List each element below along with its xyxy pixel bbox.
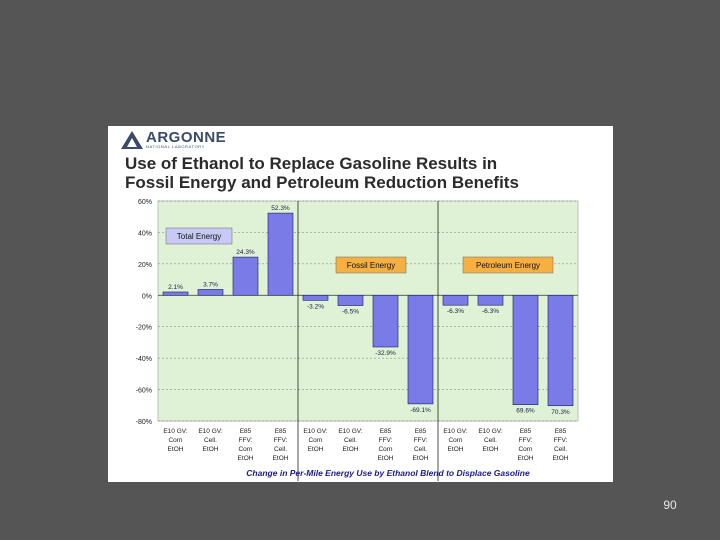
logo-subtext: NATIONAL LABORATORY: [146, 144, 205, 149]
x-category-label: EtOH: [518, 455, 534, 462]
x-category-label: E10 GV:: [443, 428, 468, 435]
x-category-label: EtOH: [273, 455, 289, 462]
x-category-label: EtOH: [378, 455, 394, 462]
x-category-label: E10 GV:: [198, 428, 223, 435]
x-category-label: Corn: [448, 437, 462, 444]
x-category-label: Corn: [378, 446, 392, 453]
data-label: 24.3%: [236, 249, 255, 256]
legend-petroleum-energy-box: [462, 256, 554, 274]
bar: [372, 294, 399, 348]
data-label: -6.3%: [482, 308, 499, 315]
data-label: 2.1%: [168, 284, 183, 291]
data-label: 3.7%: [203, 281, 218, 288]
title-line-2: Fossil Energy and Petroleum Reduction Be…: [125, 173, 519, 192]
y-tick-label: 40%: [138, 230, 152, 237]
data-label: -32.9%: [375, 350, 396, 357]
data-label: 69.6%: [516, 408, 535, 415]
bar: [547, 294, 574, 407]
x-category-label: E10 GV:: [303, 428, 328, 435]
legend-fossil-energy-label: Fossil Energy: [347, 261, 395, 270]
legend-petroleum-energy-label: Petroleum Energy: [476, 261, 540, 270]
x-category-label: EtOH: [203, 446, 219, 453]
bar: [197, 289, 224, 296]
x-axis-label: Change in Per-Mile Energy Use by Ethanol…: [246, 468, 530, 478]
x-category-label: Cell.: [484, 437, 497, 444]
data-label: -6.5%: [342, 309, 359, 316]
y-tick-label: -80%: [136, 419, 152, 426]
x-category-label: Cell.: [344, 437, 357, 444]
bar: [232, 256, 259, 296]
x-category-label: FFV:: [414, 437, 428, 444]
bar: [302, 294, 329, 301]
x-category-label: E85: [555, 428, 567, 435]
bar: [162, 291, 189, 296]
x-category-label: FFV:: [274, 437, 288, 444]
title-line-1: Use of Ethanol to Replace Gasoline Resul…: [125, 154, 498, 173]
legend-total-energy-box: [165, 227, 233, 245]
logo-text: ARGONNE: [146, 129, 227, 146]
page-number: 90: [663, 498, 677, 512]
x-category-label: Corn: [238, 446, 252, 453]
x-category-label: EtOH: [343, 446, 359, 453]
slide-image: ARGONNE NATIONAL LABORATORY Use of Ethan…: [108, 126, 613, 482]
data-label: 70.3%: [551, 409, 570, 416]
y-tick-label: 60%: [138, 199, 152, 206]
x-category-label: Cell.: [414, 446, 427, 453]
x-category-label: Corn: [168, 437, 182, 444]
x-category-label: E85: [415, 428, 427, 435]
legend-total-energy-label: Total Energy: [177, 232, 221, 241]
bar: [442, 294, 469, 306]
x-category-label: E85: [275, 428, 287, 435]
x-category-label: FFV:: [379, 437, 393, 444]
x-category-label: E85: [240, 428, 252, 435]
x-category-label: E10 GV:: [478, 428, 503, 435]
x-category-label: Cell.: [554, 446, 567, 453]
x-category-label: EtOH: [168, 446, 184, 453]
x-category-label: Corn: [308, 437, 322, 444]
bar: [477, 294, 504, 306]
x-category-label: EtOH: [553, 455, 569, 462]
bar: [267, 212, 294, 296]
x-category-label: FFV:: [554, 437, 568, 444]
data-label: -69.1%: [410, 407, 431, 414]
y-tick-label: 20%: [138, 262, 152, 269]
x-category-label: EtOH: [483, 446, 499, 453]
argonne-logo: ARGONNE NATIONAL LABORATORY: [120, 130, 226, 150]
x-category-label: EtOH: [238, 455, 254, 462]
y-tick-label: -60%: [136, 388, 152, 395]
x-category-label: FFV:: [519, 437, 533, 444]
bar: [512, 294, 539, 405]
data-label: 52.3%: [271, 205, 290, 212]
x-category-label: E10 GV:: [163, 428, 188, 435]
y-tick-label: -40%: [136, 356, 152, 363]
legend-fossil-energy-box: [335, 256, 407, 274]
chart-title: Use of Ethanol to Replace Gasoline Resul…: [125, 154, 605, 192]
bar-chart: 60% 40% 20% 0% -20% -40% -60% -80% 2.1% E10 GV: Co…: [136, 199, 579, 481]
data-label: -3.2%: [307, 303, 324, 310]
x-category-label: E85: [380, 428, 392, 435]
x-category-label: EtOH: [413, 455, 429, 462]
y-tick-label: 0%: [142, 293, 152, 300]
bar: [407, 294, 434, 405]
data-label: -6.3%: [447, 308, 464, 315]
bar: [337, 294, 364, 306]
x-category-label: FFV:: [239, 437, 253, 444]
x-category-label: Cell.: [204, 437, 217, 444]
x-category-label: EtOH: [448, 446, 464, 453]
x-category-label: Cell.: [274, 446, 287, 453]
x-category-label: E85: [520, 428, 532, 435]
y-tick-label: -20%: [136, 325, 152, 332]
x-category-label: E10 GV:: [338, 428, 363, 435]
x-category-label: EtOH: [308, 446, 324, 453]
argonne-triangle-icon: [121, 131, 143, 149]
x-category-label: Corn: [518, 446, 532, 453]
